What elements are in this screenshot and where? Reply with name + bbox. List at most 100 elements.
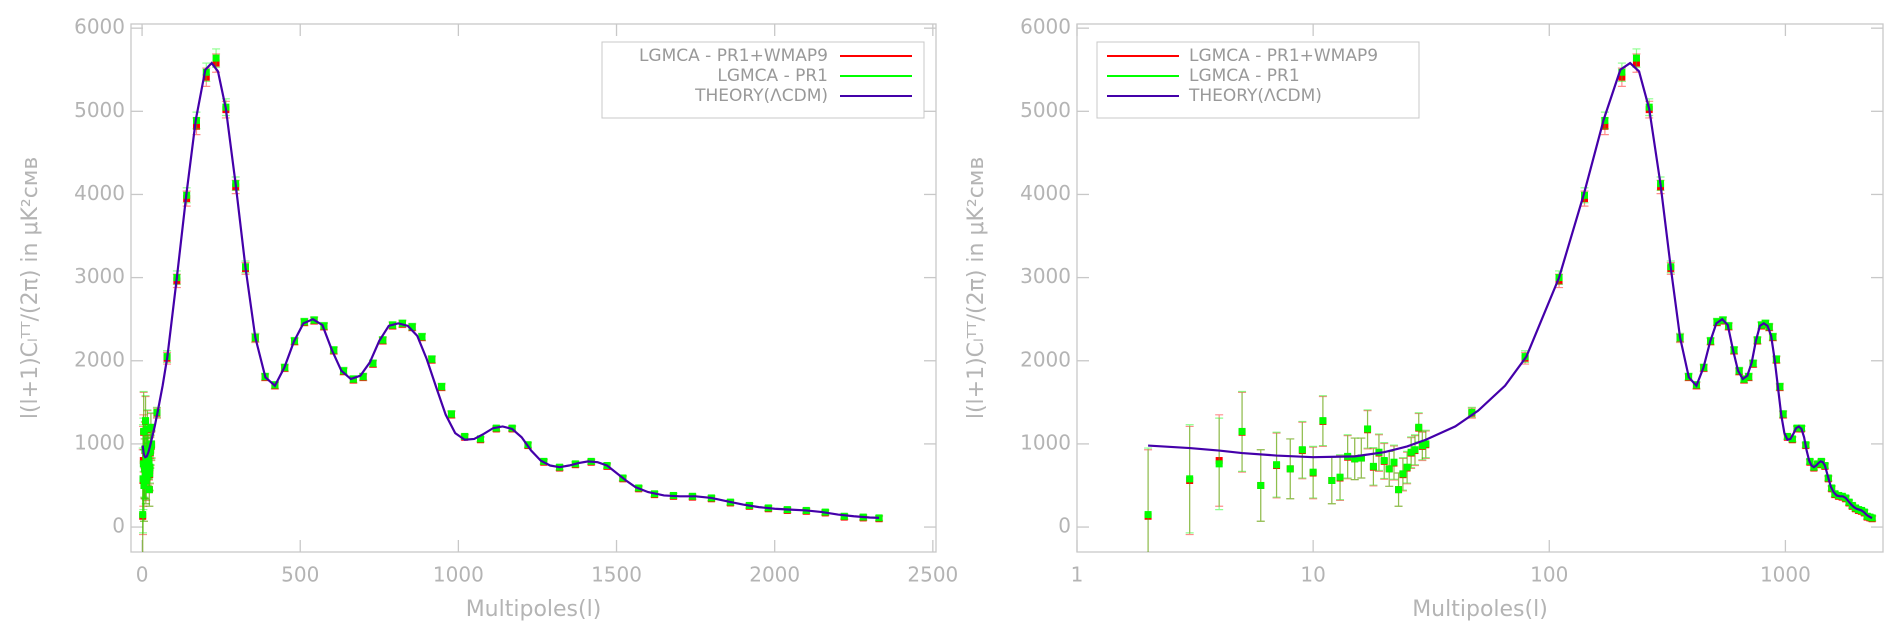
data-point [379,336,387,344]
y-tick-label: 4000 [74,181,125,205]
x-axis-label: Multipoles(l) [1412,597,1548,622]
data-point [408,323,416,331]
data-point [1369,462,1377,470]
data-point [142,417,150,425]
data-point [1749,359,1757,367]
data-point [1618,68,1626,76]
data-point [1144,511,1152,519]
data-point [140,427,148,435]
data-point [145,458,153,466]
data-point [1415,423,1423,431]
data-point [1788,435,1796,443]
legend-label: LGMCA - PR1 [1189,66,1300,86]
data-point [1468,408,1476,416]
plot-area [138,48,884,552]
data-point [145,486,153,494]
data-point [1385,465,1393,473]
data-point [1298,446,1306,454]
legend-label: THEORY(ΛCDM) [1188,86,1322,106]
data-point [1422,440,1430,448]
data-point [1215,460,1223,468]
y-tick-label: 1000 [1020,430,1071,454]
data-point [1765,323,1773,331]
data-point [447,410,455,418]
x-tick-label: 1000 [1760,563,1811,587]
data-point [477,435,485,443]
data-point [1319,417,1327,425]
data-point [1601,122,1609,130]
data-point [1618,73,1626,81]
data-point [140,481,148,489]
data-point [300,318,308,326]
theory-line [141,61,880,520]
data-point [418,333,426,341]
data-point [340,367,348,375]
data-point [1783,432,1791,440]
data-point [1772,355,1780,363]
data-point [1407,448,1415,456]
legend-label: LGMCA - PR1+WMAP9 [1189,46,1378,66]
data-point [359,373,367,381]
plot-area [1144,48,1877,552]
data-point [1357,454,1365,462]
data-point [1186,475,1194,483]
data-point [146,463,154,471]
data-point [369,359,377,367]
data-point [1601,116,1609,124]
data-point [1769,333,1777,341]
y-tick-label: 6000 [1020,15,1071,39]
data-point [202,73,210,81]
data-point [1336,473,1344,481]
x-tick-label: 1000 [433,563,484,587]
x-tick-label: 1 [1071,563,1084,587]
y-axis-label: l(l+1)Cₗᵀᵀ/(2π) in μK²ᴄᴍʙ [964,157,989,419]
y-tick-label: 3000 [1020,264,1071,288]
data-point [1395,486,1403,494]
data-point [212,54,220,62]
y-tick-label: 6000 [74,15,125,39]
x-axis-label: Multipoles(l) [466,597,602,622]
y-tick-label: 2000 [74,347,125,371]
data-point [1390,458,1398,466]
legend-label: LGMCA - PR1+WMAP9 [639,46,828,66]
legend-label: THEORY(ΛCDM) [694,86,828,106]
data-point [1776,383,1784,391]
y-tick-label: 0 [112,514,125,538]
y-axis-label: l(l+1)Cₗᵀᵀ/(2π) in μK²ᴄᴍʙ [18,157,43,419]
data-point [1328,476,1336,484]
data-point [1632,59,1640,67]
plot-frame [130,23,937,553]
data-point [330,346,338,354]
theory-line [1148,61,1873,519]
data-point [139,511,147,519]
y-tick-label: 3000 [74,264,125,288]
data-point [428,355,436,363]
x-tick-label: 1500 [591,563,642,587]
x-tick-label: 2000 [749,563,800,587]
data-point [875,514,883,522]
data-point [192,122,200,130]
x-tick-label: 0 [136,563,149,587]
legend-box [1096,41,1420,119]
data-point [147,423,155,431]
data-point [1351,455,1359,463]
y-tick-label: 4000 [1020,181,1071,205]
data-point [1238,427,1246,435]
data-point [1745,373,1753,381]
data-point [1632,54,1640,62]
data-point [461,432,469,440]
x-tick-label: 2500 [907,563,958,587]
y-tick-label: 2000 [1020,347,1071,371]
y-tick-label: 5000 [1020,98,1071,122]
data-point [1399,470,1407,478]
data-point [320,322,328,330]
x-tick-label: 100 [1530,563,1568,587]
data-point [212,59,220,67]
legend-box [601,41,925,119]
x-tick-label: 10 [1300,563,1325,587]
legend-label: LGMCA - PR1 [717,66,828,86]
data-point [1286,465,1294,473]
